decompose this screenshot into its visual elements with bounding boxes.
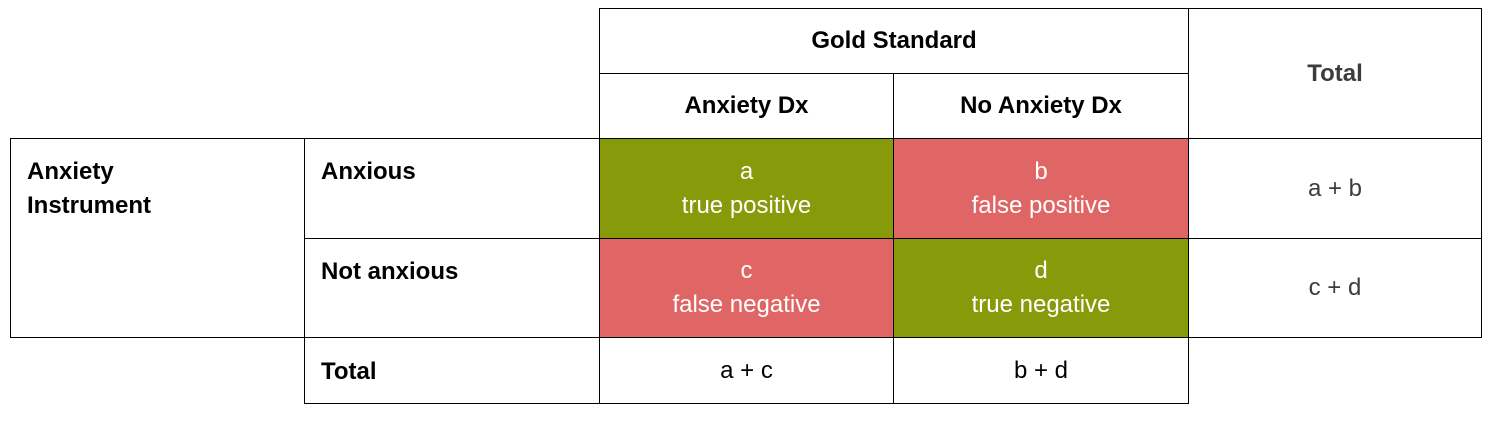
total-row-header: Total	[304, 337, 600, 404]
total-row-label: Total	[321, 358, 377, 385]
cell-a-letter: a	[739, 157, 754, 185]
cell-b-letter: b	[1034, 157, 1048, 185]
anxious-label: Anxious	[321, 158, 416, 185]
not-anxious-label: Not anxious	[321, 258, 459, 285]
total-b-plus-d-label: b + d	[1013, 356, 1069, 384]
cell-a-label: true positive	[681, 191, 812, 219]
cell-c-letter: c	[740, 257, 753, 284]
total-a-plus-c: a + c	[599, 337, 894, 404]
no-anxiety-dx-header: No Anxiety Dx	[893, 73, 1189, 139]
gold-standard-header: Gold Standard	[599, 8, 1189, 74]
no-anxiety-dx-label: No Anxiety Dx	[960, 92, 1122, 119]
cell-c-label: false negative	[672, 291, 821, 318]
not-anxious-row-header: Not anxious	[304, 238, 600, 338]
total-a-plus-c-label: a + c	[720, 356, 773, 384]
cell-b-label: false positive	[971, 191, 1111, 219]
total-a-plus-b-label: a + b	[1307, 174, 1363, 202]
cell-d-label: true negative	[971, 291, 1111, 318]
cell-false-positive: b false positive	[893, 138, 1189, 239]
cell-true-negative: d true negative	[893, 238, 1189, 338]
cell-d-letter: d	[1034, 257, 1048, 284]
anxiety-dx-label: Anxiety Dx	[684, 92, 809, 119]
total-column-label: Total	[1307, 59, 1363, 87]
cell-true-positive: a true positive	[599, 138, 894, 239]
anxiety-dx-header: Anxiety Dx	[599, 73, 894, 139]
gold-standard-label: Gold Standard	[811, 27, 977, 54]
total-b-plus-d: b + d	[893, 337, 1189, 404]
total-c-plus-d: c + d	[1188, 238, 1482, 338]
anxiety-instrument-row-header: Anxiety Instrument	[10, 138, 305, 338]
total-c-plus-d-label: c + d	[1308, 274, 1362, 301]
instrument-label-line1: Anxiety	[27, 158, 114, 185]
total-column-header: Total	[1188, 8, 1482, 139]
cell-false-negative: c false negative	[599, 238, 894, 338]
total-a-plus-b: a + b	[1188, 138, 1482, 239]
instrument-label-line2: Instrument	[27, 192, 152, 219]
anxious-row-header: Anxious	[304, 138, 600, 239]
